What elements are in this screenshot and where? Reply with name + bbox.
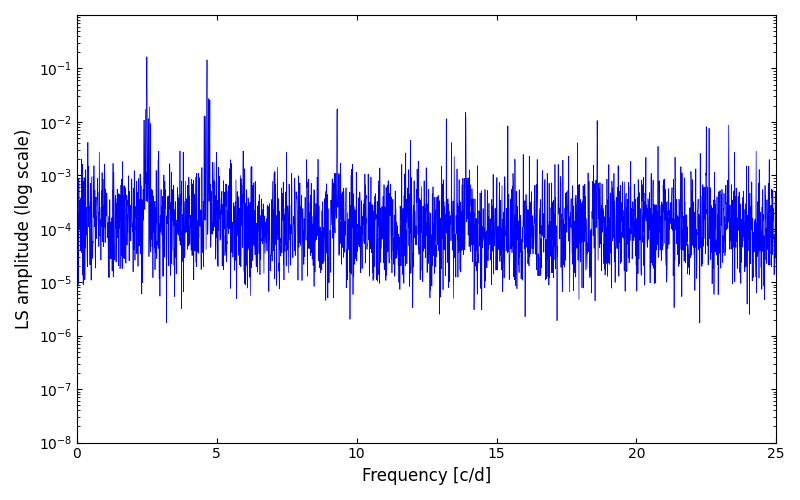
Y-axis label: LS amplitude (log scale): LS amplitude (log scale): [15, 128, 33, 329]
X-axis label: Frequency [c/d]: Frequency [c/d]: [362, 467, 491, 485]
